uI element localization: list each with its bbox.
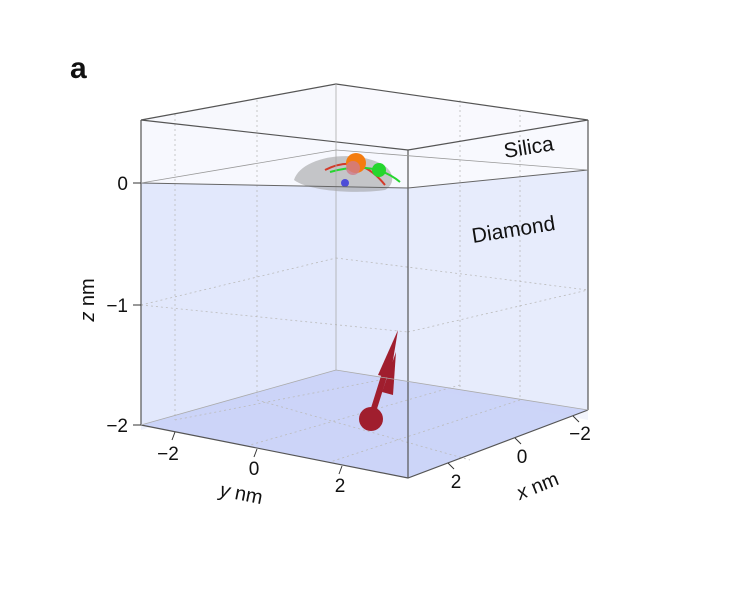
silica-top-face — [141, 84, 588, 150]
y-axis-label: y nm — [216, 479, 265, 509]
gridlines — [140, 100, 589, 463]
y-tick-2: 2 — [335, 476, 346, 497]
x-axis-label: x nm — [513, 468, 562, 505]
silica-right-face — [408, 120, 588, 188]
molecule — [294, 153, 401, 192]
z-axis-label: z nm — [77, 278, 99, 322]
trace-green — [329, 166, 401, 183]
z-tick-0: 0 — [117, 174, 128, 195]
spin-arrow — [359, 330, 398, 431]
z-tick-1: −1 — [106, 296, 128, 317]
atom-blue — [341, 179, 349, 187]
panel-label: a — [70, 52, 87, 85]
y-tick-1: 0 — [249, 459, 260, 480]
x-tick-0: 2 — [451, 472, 462, 493]
molecule-shadow — [294, 156, 393, 192]
x-tick-1: 0 — [517, 447, 528, 468]
tick-marks — [133, 182, 580, 475]
z-tick-2: −2 — [106, 416, 128, 437]
atom-pink — [346, 161, 360, 175]
spin-sphere — [359, 407, 383, 431]
atom-green — [372, 163, 386, 177]
x-tick-2: −2 — [569, 424, 591, 445]
interface-lines — [140, 149, 589, 189]
y-tick-0: −2 — [157, 444, 179, 465]
box-frame — [140, 83, 589, 479]
